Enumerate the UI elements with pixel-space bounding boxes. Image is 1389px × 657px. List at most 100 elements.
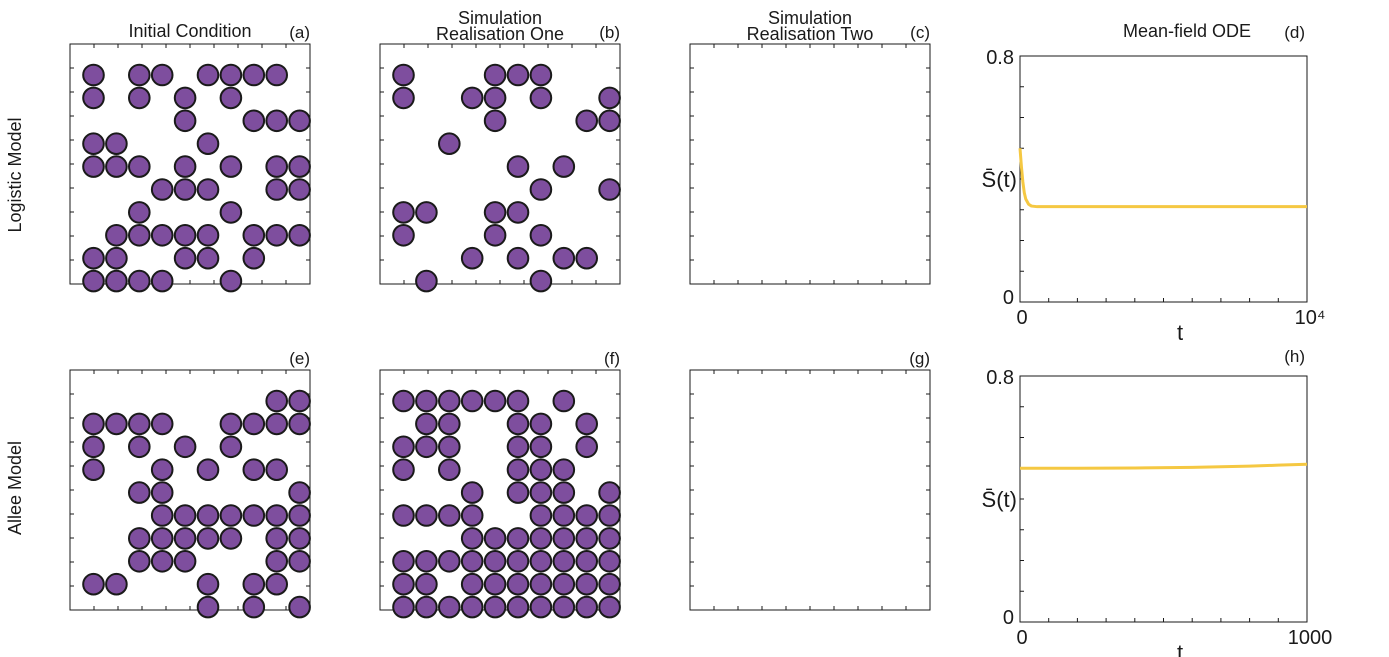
agent-marker xyxy=(196,572,220,596)
agent-marker xyxy=(506,435,530,459)
agent-marker xyxy=(552,246,576,270)
agent-marker xyxy=(415,504,438,527)
agent-marker xyxy=(82,458,105,482)
agent-marker xyxy=(483,550,507,573)
agent-marker xyxy=(128,550,151,573)
agent-marker xyxy=(552,481,576,504)
agent-marker xyxy=(150,481,174,504)
panel-e: (e) xyxy=(69,349,311,619)
agent-marker xyxy=(529,527,553,550)
agent-marker xyxy=(506,412,530,436)
agent-marker xyxy=(392,224,415,247)
agent-marker xyxy=(265,504,289,527)
agent-marker xyxy=(460,481,484,504)
agent-marker xyxy=(552,550,576,573)
agent-marker xyxy=(219,86,243,110)
agent-marker xyxy=(575,595,599,619)
agent-marker xyxy=(392,595,415,619)
agent-marker xyxy=(150,412,174,436)
agent-marker xyxy=(82,435,105,459)
agent-marker xyxy=(529,595,553,619)
agent-marker xyxy=(196,527,220,550)
panel-letter: (f) xyxy=(604,349,620,368)
agent-marker xyxy=(219,504,243,527)
agent-marker xyxy=(529,504,553,527)
agent-marker xyxy=(598,504,621,527)
agent-marker xyxy=(392,458,415,482)
agent-marker xyxy=(150,63,174,87)
agent-marker xyxy=(242,412,266,436)
agent-marker xyxy=(82,246,105,270)
agent-marker xyxy=(506,246,530,270)
column-title-4-line-1: Mean-field ODE xyxy=(1123,21,1251,41)
agent-marker xyxy=(460,572,484,596)
agent-marker xyxy=(392,550,415,573)
agent-marker xyxy=(242,224,266,247)
agent-marker xyxy=(483,595,507,619)
agent-marker xyxy=(598,550,621,573)
agent-marker xyxy=(128,201,151,224)
agent-marker xyxy=(219,63,243,87)
agent-marker xyxy=(483,389,507,413)
agent-marker xyxy=(128,527,151,550)
y-axis-label: S̄(t) xyxy=(982,167,1017,192)
agent-marker xyxy=(265,572,289,596)
agent-marker xyxy=(506,389,530,413)
agent-marker xyxy=(415,572,438,596)
panel-letter: (e) xyxy=(289,349,310,368)
agent-marker xyxy=(438,132,461,155)
agent-marker xyxy=(173,435,197,459)
agent-marker xyxy=(506,550,530,573)
panel-letter: (a) xyxy=(289,23,310,42)
agent-marker xyxy=(265,527,289,550)
panel-letter: (c) xyxy=(910,23,930,42)
agent-marker xyxy=(150,550,174,573)
agent-marker xyxy=(598,481,621,504)
agent-marker xyxy=(150,458,174,482)
y-tick-label-min: 0 xyxy=(1003,287,1014,309)
agent-marker xyxy=(575,504,599,527)
y-tick-label-min: 0 xyxy=(1003,607,1014,629)
y-tick-label-max: 0.8 xyxy=(986,47,1014,69)
agent-marker xyxy=(552,572,576,596)
agent-marker xyxy=(438,595,461,619)
agent-marker xyxy=(196,246,220,270)
x-tick-label-min: 0 xyxy=(1016,307,1027,329)
agent-marker xyxy=(552,504,576,527)
panel-g: (g) xyxy=(689,349,931,611)
agent-marker xyxy=(552,595,576,619)
agent-marker xyxy=(288,178,311,201)
agent-marker xyxy=(242,109,266,133)
agent-marker xyxy=(196,63,220,87)
agent-marker xyxy=(598,527,621,550)
agent-marker xyxy=(288,504,311,527)
agent-marker xyxy=(392,86,415,110)
agent-marker xyxy=(196,458,220,482)
agent-marker xyxy=(460,527,484,550)
agent-marker xyxy=(575,572,599,596)
panel-f: (f) xyxy=(379,349,621,619)
panel-letter: (g) xyxy=(909,349,930,368)
agent-marker xyxy=(575,412,599,436)
panel-a: (a) xyxy=(69,23,311,293)
agent-marker xyxy=(483,572,507,596)
agent-marker xyxy=(288,595,311,619)
agent-marker xyxy=(529,269,553,293)
x-tick-label-min: 0 xyxy=(1016,627,1027,649)
agent-marker xyxy=(392,435,415,459)
agent-marker xyxy=(288,527,311,550)
panel-d: 0 0.8 0 10⁴ t S̄(t) (d) xyxy=(982,23,1326,345)
agent-marker xyxy=(506,572,530,596)
agent-marker xyxy=(575,246,599,270)
panel-c: (c) xyxy=(689,23,931,285)
agent-marker xyxy=(128,481,151,504)
agent-marker xyxy=(82,269,105,293)
agent-marker xyxy=(415,201,438,224)
agent-marker xyxy=(506,458,530,482)
agent-marker xyxy=(82,572,105,596)
agent-marker xyxy=(483,201,507,224)
agent-marker xyxy=(242,572,266,596)
column-title-3-line-1: Simulation xyxy=(768,8,852,28)
agent-marker xyxy=(105,155,128,178)
x-tick-label-max: 1000 xyxy=(1288,627,1333,649)
